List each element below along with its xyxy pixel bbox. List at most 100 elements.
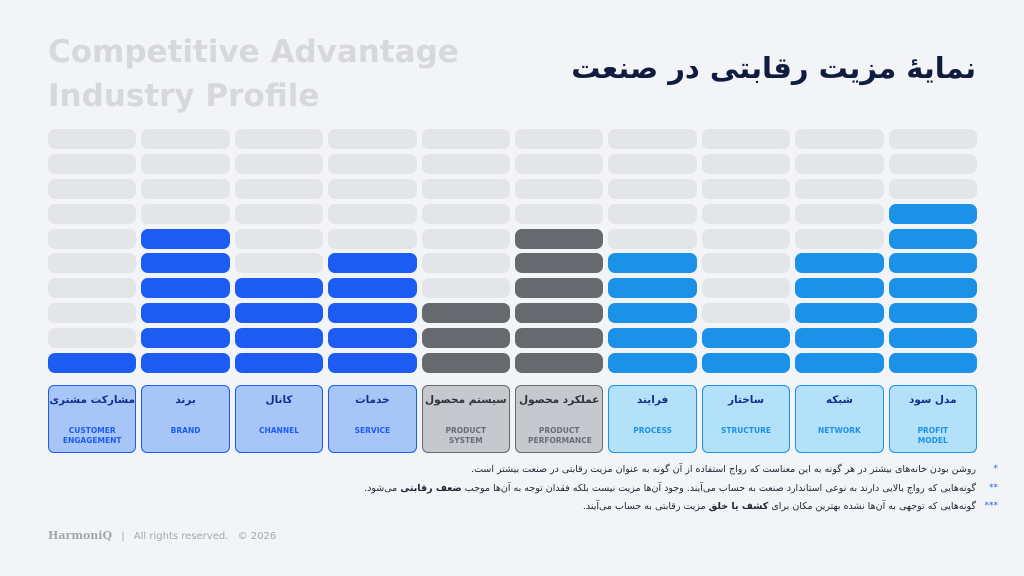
category-box: مدل سود PROFIT MODEL	[888, 385, 977, 453]
filled-cell	[328, 328, 417, 349]
empty-cell	[328, 128, 417, 149]
filled-cell	[608, 353, 697, 374]
note-marker: ***	[984, 501, 999, 511]
category-label-fa: ساختار	[727, 394, 765, 406]
empty-cell	[701, 128, 791, 149]
empty-cell	[48, 203, 137, 224]
category-box: خدمات SERVICE	[328, 385, 417, 453]
category-label-fa: فرایند	[636, 394, 669, 406]
copyright: © 2026	[237, 531, 277, 542]
note-text: مزیت رقابتی به حساب می‌آیند.	[582, 501, 709, 512]
empty-cell	[888, 178, 977, 199]
note-text: گونه‌هایی که رواج بالایی دارند به نوعی ا…	[461, 482, 976, 494]
filled-cell	[141, 253, 230, 274]
empty-cell	[48, 328, 137, 349]
empty-cell	[421, 228, 510, 249]
filled-cell	[328, 303, 417, 324]
category-label-fa: مشارکت مشتری	[49, 394, 136, 406]
filled-cell	[328, 253, 417, 274]
empty-cell	[608, 128, 697, 149]
category-label-en: PRODUCT SYSTEM	[445, 426, 487, 445]
empty-cell	[48, 253, 137, 274]
empty-cell	[608, 228, 697, 249]
filled-cell	[888, 253, 977, 274]
filled-cell	[421, 303, 510, 324]
empty-cell	[701, 253, 791, 274]
empty-cell	[48, 153, 137, 174]
filled-cell	[234, 328, 324, 349]
empty-cell	[701, 303, 791, 324]
filled-cell	[795, 328, 884, 349]
empty-cell	[234, 228, 324, 249]
empty-cell	[795, 228, 884, 249]
filled-cell	[234, 353, 324, 374]
empty-cell	[421, 128, 510, 149]
empty-cell	[234, 178, 324, 199]
empty-cell	[234, 203, 324, 224]
filled-cell	[795, 253, 884, 274]
filled-cell	[515, 353, 604, 374]
category-label-fa: مدل سود	[908, 394, 957, 406]
filled-cell	[608, 253, 697, 274]
empty-cell	[888, 153, 977, 174]
filled-cell	[701, 328, 791, 349]
note-text: روشن بودن خانه‌های بیشتر در هر گونه به ا…	[471, 464, 976, 475]
empty-cell	[141, 153, 230, 174]
empty-cell	[515, 203, 604, 224]
filled-cell	[141, 353, 230, 374]
category-box: مشارکت مشتری CUSTOMER ENGAGEMENT	[48, 385, 137, 453]
empty-cell	[608, 178, 697, 199]
category-label-en: CUSTOMER ENGAGEMENT	[62, 426, 122, 445]
empty-cell	[421, 203, 510, 224]
category-label-en: PRODUCT PERFORMANCE	[528, 426, 592, 445]
category-label-en: SERVICE	[354, 426, 391, 435]
category-label-fa: کانال	[265, 394, 293, 406]
category-box: برند BRAND	[141, 385, 230, 453]
filled-cell	[888, 328, 977, 349]
brand: HarmoniQ	[48, 529, 113, 542]
category-label-en: CHANNEL	[258, 426, 300, 435]
empty-cell	[795, 203, 884, 224]
filled-cell	[795, 278, 884, 299]
empty-cell	[328, 203, 417, 224]
filled-cell	[141, 328, 230, 349]
filled-cell	[608, 278, 697, 299]
title-en: Competitive Advantage Industry Profile	[48, 34, 459, 114]
empty-cell	[48, 128, 137, 149]
note-emphasis: کشف یا خلق	[708, 501, 769, 512]
filled-cell	[48, 353, 137, 374]
note: * روشن بودن خانه‌های بیشتر در هر گونه به …	[356, 464, 998, 475]
empty-cell	[328, 153, 417, 174]
empty-cell	[421, 178, 510, 199]
note-text: گونه‌هایی که توجهی به آن‌ها نشده بهترین …	[768, 501, 976, 512]
category-label-fa: سیستم محصول	[424, 394, 507, 406]
filled-cell	[888, 353, 977, 374]
empty-cell	[141, 178, 230, 199]
empty-cell	[141, 128, 230, 149]
empty-cell	[234, 128, 324, 149]
filled-cell	[515, 303, 604, 324]
category-box: کانال CHANNEL	[234, 385, 324, 453]
empty-cell	[515, 153, 604, 174]
empty-cell	[48, 178, 137, 199]
filled-cell	[608, 328, 697, 349]
chart: مشارکت مشتری CUSTOMER ENGAGEMENT برند BRAND…	[48, 128, 977, 453]
note-marker: *	[993, 464, 999, 474]
filled-cell	[888, 203, 977, 224]
empty-cell	[795, 153, 884, 174]
filled-cell	[888, 228, 977, 249]
category-box: سیستم محصول PRODUCT SYSTEM	[421, 385, 510, 453]
note-emphasis: ضعف رقابتی	[400, 482, 462, 494]
category-label-en: PROFIT MODEL	[917, 426, 949, 445]
empty-cell	[328, 178, 417, 199]
category-label-en: NETWORK	[818, 426, 861, 435]
note: ** گونه‌هایی که رواج بالایی دارند به نوعی…	[356, 482, 998, 494]
empty-cell	[515, 178, 604, 199]
filled-cell	[515, 228, 604, 249]
filled-cell	[795, 353, 884, 374]
empty-cell	[795, 128, 884, 149]
filled-cell	[421, 328, 510, 349]
empty-cell	[701, 228, 791, 249]
category-label-en: BRAND	[170, 426, 201, 435]
